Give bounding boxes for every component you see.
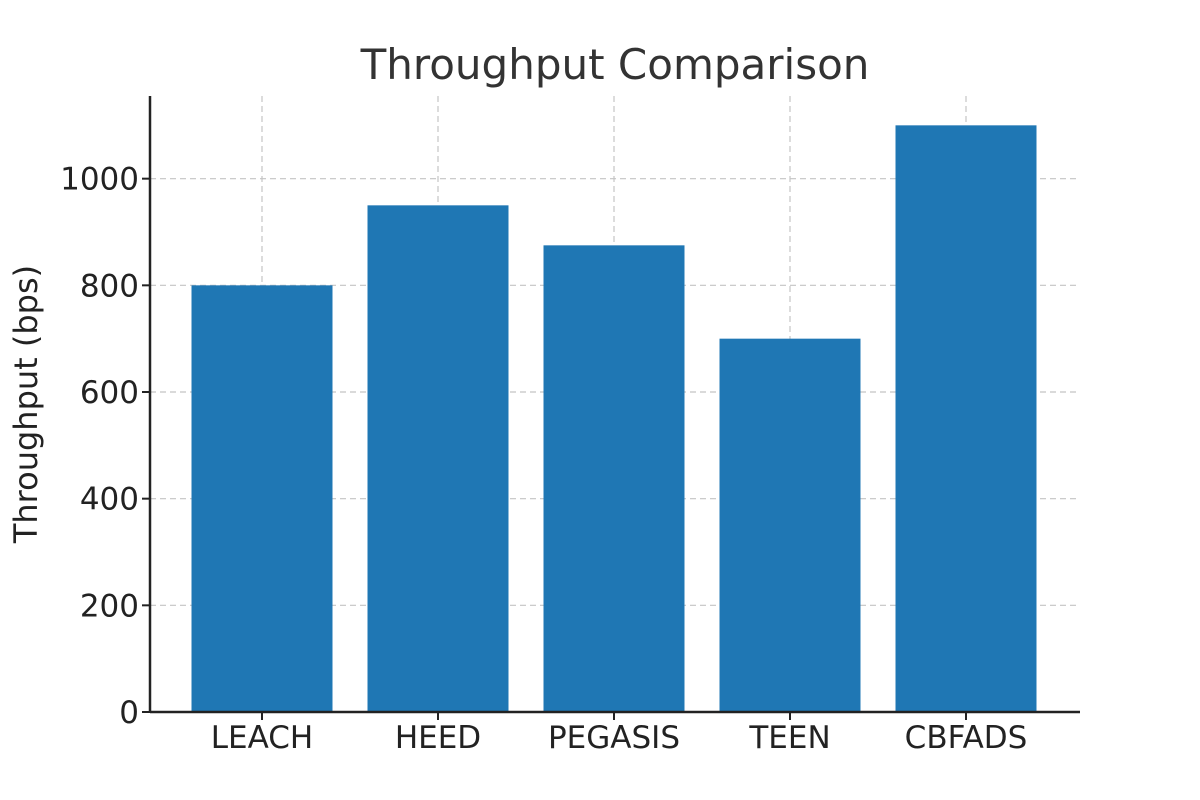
y-tick-label: 200 — [80, 588, 139, 624]
bar-heed — [367, 205, 509, 713]
chart-title: Throughput Comparison — [360, 40, 870, 89]
bars — [191, 125, 1037, 713]
x-tick-label: HEED — [395, 720, 481, 756]
bar-teen — [719, 338, 861, 712]
y-ticks: 0 200 400 600 800 1000 — [60, 162, 150, 731]
y-tick-label: 400 — [80, 482, 139, 518]
bar-pegasis — [543, 245, 685, 713]
y-tick-label: 800 — [80, 268, 139, 304]
x-ticks: LEACH HEED PEGASIS TEEN CBFADS — [211, 712, 1028, 756]
x-tick-label: TEEN — [748, 720, 830, 756]
y-axis-label: Throughput (bps) — [7, 265, 45, 544]
bar-cbfads — [895, 125, 1037, 713]
y-tick-label: 0 — [119, 695, 139, 731]
bar-leach — [191, 285, 333, 712]
y-tick-label: 600 — [80, 375, 139, 411]
x-tick-label: PEGASIS — [548, 720, 680, 756]
y-tick-label: 1000 — [60, 162, 139, 198]
x-tick-label: LEACH — [211, 720, 313, 756]
x-tick-label: CBFADS — [905, 720, 1028, 756]
